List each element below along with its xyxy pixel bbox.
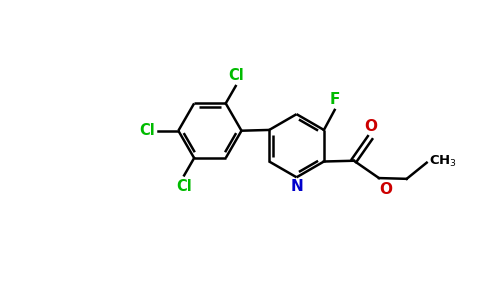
Text: O: O (380, 182, 393, 197)
Text: N: N (290, 179, 303, 194)
Text: Cl: Cl (139, 123, 155, 138)
Text: Cl: Cl (228, 68, 243, 83)
Text: CH$_3$: CH$_3$ (429, 154, 457, 169)
Text: O: O (364, 119, 378, 134)
Text: F: F (330, 92, 340, 107)
Text: Cl: Cl (176, 179, 192, 194)
